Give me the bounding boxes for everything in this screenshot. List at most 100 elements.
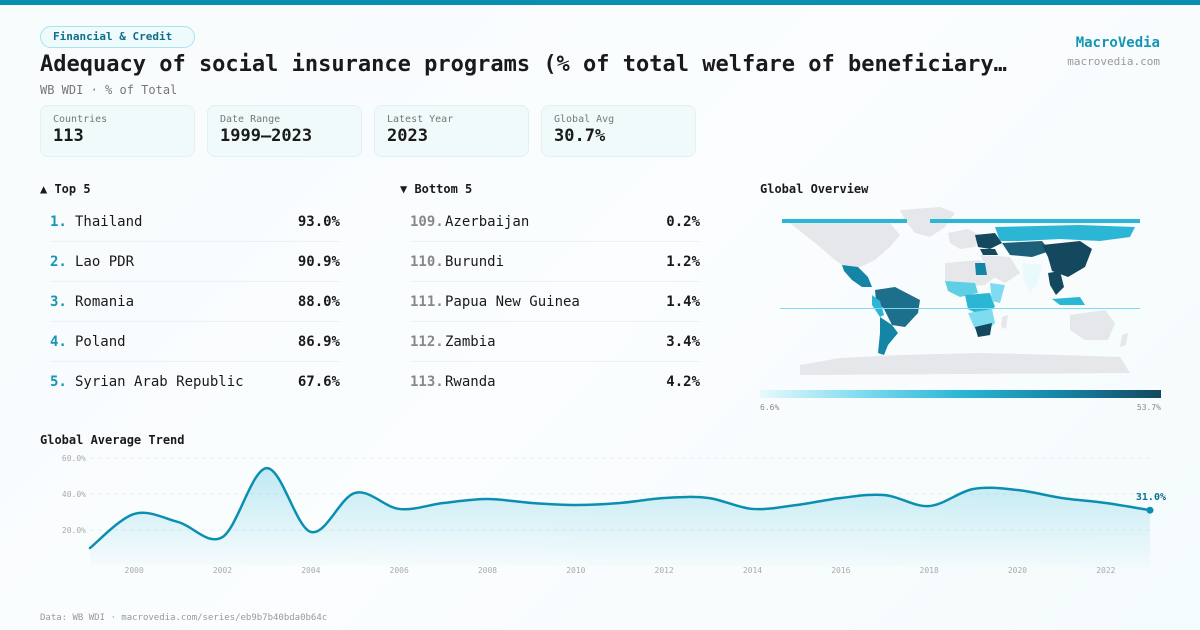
- list-item[interactable]: 112. Zambia 3.4%: [410, 322, 700, 362]
- country-name: Burundi: [445, 253, 505, 270]
- data-point-2014[interactable]: [747, 503, 759, 515]
- region-india[interactable]: [1022, 263, 1042, 293]
- data-point-2004[interactable]: [305, 526, 317, 538]
- region-arctic-strip[interactable]: [782, 219, 907, 223]
- data-point-2003[interactable]: [261, 462, 273, 474]
- rank: 5.: [50, 374, 67, 390]
- data-point-2016[interactable]: [835, 492, 847, 504]
- map-legend-gradient: [760, 390, 1161, 398]
- data-point-2022[interactable]: [1100, 497, 1112, 509]
- stat-card-global-avg: Global Avg 30.7%: [541, 105, 696, 157]
- region-southeast-asia[interactable]: [1048, 271, 1064, 295]
- region-central-africa[interactable]: [965, 293, 995, 315]
- data-point-2015[interactable]: [791, 499, 803, 511]
- region-southern-cone[interactable]: [878, 317, 898, 355]
- region-arctic-strip-2[interactable]: [930, 219, 1140, 223]
- data-point-2009[interactable]: [526, 497, 538, 509]
- data-point-2000[interactable]: [128, 508, 140, 520]
- country-value: 1.2%: [666, 253, 700, 270]
- region-egypt[interactable]: [975, 263, 987, 275]
- country-value: 0.2%: [666, 213, 700, 230]
- data-point-2021[interactable]: [1056, 492, 1068, 504]
- region-china[interactable]: [1042, 241, 1092, 277]
- data-point-2010[interactable]: [570, 499, 582, 511]
- region-brazil[interactable]: [875, 287, 920, 327]
- region-eastern-europe[interactable]: [975, 233, 1002, 249]
- region-east-africa[interactable]: [990, 283, 1005, 303]
- region-turkey[interactable]: [980, 249, 998, 255]
- region-north-america[interactable]: [790, 219, 900, 267]
- region-south-africa[interactable]: [975, 323, 992, 337]
- region-russia[interactable]: [995, 225, 1135, 241]
- top-accent-bar: [0, 0, 1200, 5]
- region-greenland[interactable]: [900, 207, 955, 237]
- rank: 113.: [410, 374, 444, 390]
- brand-url[interactable]: macrovedia.com: [1067, 55, 1160, 68]
- x-tick-label: 2020: [1008, 566, 1027, 575]
- data-point-2017[interactable]: [879, 489, 891, 501]
- list-item[interactable]: 5. Syrian Arab Republic 67.6%: [50, 362, 340, 402]
- x-tick-label: 2006: [390, 566, 409, 575]
- last-point-marker[interactable]: [1146, 506, 1154, 514]
- stat-value: 1999–2023: [220, 126, 313, 146]
- list-item[interactable]: 2. Lao PDR 90.9%: [50, 242, 340, 282]
- region-madagascar[interactable]: [1001, 315, 1008, 329]
- list-item[interactable]: 113. Rwanda 4.2%: [410, 362, 700, 402]
- rank: 109.: [410, 213, 444, 230]
- x-tick-label: 2016: [831, 566, 850, 575]
- country-value: 86.9%: [297, 333, 340, 350]
- x-tick-label: 2004: [301, 566, 320, 575]
- data-point-2013[interactable]: [702, 492, 714, 504]
- category-pill[interactable]: Financial & Credit: [40, 26, 195, 48]
- rank: 3.: [50, 293, 67, 310]
- region-west-africa[interactable]: [945, 281, 978, 297]
- region-australia[interactable]: [1070, 310, 1115, 340]
- region-andes[interactable]: [872, 295, 884, 317]
- country-value: 93.0%: [297, 213, 340, 230]
- list-item[interactable]: 109. Azerbaijan 0.2%: [410, 202, 700, 242]
- data-point-2018[interactable]: [923, 500, 935, 512]
- list-item[interactable]: 1. Thailand 93.0%: [50, 202, 340, 242]
- data-point-2005[interactable]: [349, 487, 361, 499]
- data-point-2007[interactable]: [437, 497, 449, 509]
- top5-list: ▲ Top 5 1. Thailand 93.0% 2. Lao PDR 90.…: [40, 182, 340, 402]
- data-point-2020[interactable]: [1012, 484, 1024, 496]
- country-name: Poland: [75, 333, 126, 350]
- list-item[interactable]: 3. Romania 88.0%: [50, 282, 340, 322]
- data-point-2012[interactable]: [658, 492, 670, 504]
- stat-label: Countries: [53, 114, 108, 125]
- region-western-europe[interactable]: [948, 229, 980, 249]
- list-item[interactable]: 4. Poland 86.9%: [50, 322, 340, 362]
- x-tick-label: 2008: [478, 566, 497, 575]
- y-tick-label: 40.0%: [62, 490, 86, 499]
- region-mexico[interactable]: [842, 265, 872, 287]
- data-point-2019[interactable]: [967, 483, 979, 495]
- stat-value: 30.7%: [554, 126, 606, 146]
- region-central-asia[interactable]: [1002, 241, 1050, 257]
- region-indonesia[interactable]: [1052, 297, 1085, 305]
- region-middle-east[interactable]: [980, 255, 1020, 283]
- world-map[interactable]: [780, 205, 1140, 380]
- x-tick-label: 2010: [566, 566, 585, 575]
- country-value: 88.0%: [297, 293, 340, 310]
- data-point-2002[interactable]: [217, 531, 229, 543]
- trend-area: [90, 468, 1150, 566]
- country-value: 67.6%: [297, 374, 340, 390]
- region-new-zealand[interactable]: [1120, 333, 1128, 347]
- data-point-2006[interactable]: [393, 503, 405, 515]
- stat-card-latest-year: Latest Year 2023: [374, 105, 529, 157]
- region-antarctica[interactable]: [800, 353, 1130, 375]
- country-name: Azerbaijan: [445, 213, 530, 230]
- data-point-2008[interactable]: [482, 493, 494, 505]
- stat-card-countries: Countries 113: [40, 105, 195, 157]
- data-point-1999[interactable]: [84, 542, 96, 554]
- stat-label: Latest Year: [387, 114, 454, 125]
- data-point-2011[interactable]: [614, 497, 626, 509]
- brand-name[interactable]: MacroVedia: [1075, 35, 1160, 51]
- stat-label: Date Range: [220, 114, 281, 125]
- x-tick-label: 2018: [920, 566, 939, 575]
- map-title: Global Overview: [760, 182, 869, 196]
- list-item[interactable]: 110. Burundi 1.2%: [410, 242, 700, 282]
- data-point-2001[interactable]: [172, 516, 184, 528]
- list-item[interactable]: 111. Papua New Guinea 1.4%: [410, 282, 700, 322]
